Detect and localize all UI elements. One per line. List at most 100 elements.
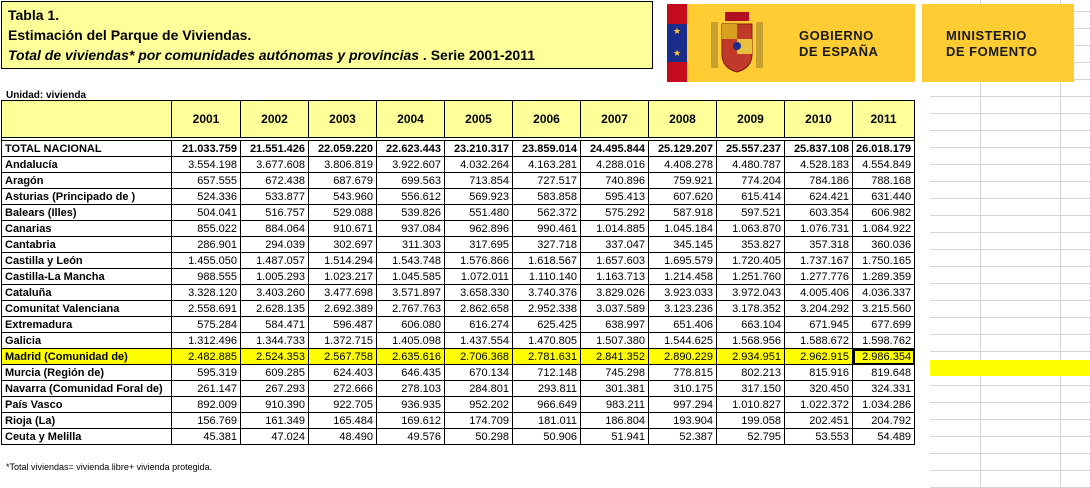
value-cell[interactable]: 2.841.352 (580, 348, 649, 365)
value-cell[interactable]: 670.134 (444, 364, 513, 381)
value-cell[interactable]: 892.009 (171, 396, 241, 413)
value-cell[interactable]: 962.896 (444, 220, 513, 237)
value-cell[interactable]: 2.524.353 (240, 348, 309, 365)
region-name-cell[interactable]: Murcia (Región de) (1, 364, 172, 381)
value-cell[interactable]: 302.697 (308, 236, 377, 253)
region-name-cell[interactable]: Castilla-La Mancha (1, 268, 172, 285)
value-cell[interactable]: 327.718 (512, 236, 581, 253)
value-cell[interactable]: 524.336 (171, 188, 241, 205)
value-cell[interactable]: 624.421 (784, 188, 853, 205)
value-cell[interactable]: 3.123.236 (648, 300, 717, 317)
value-cell[interactable]: 910.390 (240, 396, 309, 413)
region-name-cell[interactable]: Extremadura (1, 316, 172, 333)
value-cell[interactable]: 301.381 (580, 380, 649, 397)
value-cell[interactable]: 595.413 (580, 188, 649, 205)
value-cell[interactable]: 22.059.220 (308, 140, 377, 157)
value-cell[interactable]: 4.554.849 (851, 156, 916, 173)
value-cell[interactable]: 671.945 (784, 316, 853, 333)
value-cell[interactable]: 2.890.229 (648, 348, 717, 365)
year-header[interactable]: 2005 (444, 100, 513, 138)
value-cell[interactable]: 1.023.217 (308, 268, 377, 285)
value-cell[interactable]: 1.277.776 (784, 268, 853, 285)
value-cell[interactable]: 936.935 (376, 396, 445, 413)
value-cell[interactable]: 551.480 (444, 204, 513, 221)
value-cell[interactable]: 3.403.260 (240, 284, 309, 301)
value-cell[interactable]: 24.495.844 (580, 140, 649, 157)
value-cell[interactable]: 3.922.607 (376, 156, 445, 173)
value-cell[interactable]: 1.720.405 (716, 252, 785, 269)
region-name-cell[interactable]: Galicia (1, 332, 172, 349)
value-cell[interactable]: 745.298 (580, 364, 649, 381)
value-cell[interactable]: 1.312.496 (171, 332, 241, 349)
value-cell[interactable]: 2.862.658 (444, 300, 513, 317)
value-cell[interactable]: 712.148 (512, 364, 581, 381)
value-cell[interactable]: 587.918 (648, 204, 717, 221)
value-cell[interactable]: 23.210.317 (444, 140, 513, 157)
value-cell[interactable]: 778.815 (648, 364, 717, 381)
value-cell[interactable]: 575.284 (171, 316, 241, 333)
year-header[interactable]: 2010 (784, 100, 853, 138)
value-cell[interactable]: 2.962.915 (784, 348, 853, 365)
region-name-cell[interactable]: Canarias (1, 220, 172, 237)
value-cell[interactable]: 606.080 (376, 316, 445, 333)
value-cell[interactable]: 294.039 (240, 236, 309, 253)
value-cell[interactable]: 575.292 (580, 204, 649, 221)
value-cell[interactable]: 759.921 (648, 172, 717, 189)
value-cell[interactable]: 1.251.760 (716, 268, 785, 285)
value-cell[interactable]: 3.923.033 (648, 284, 717, 301)
value-cell[interactable]: 910.671 (308, 220, 377, 237)
value-cell[interactable]: 2.628.135 (240, 300, 309, 317)
value-cell[interactable]: 2.781.631 (512, 348, 581, 365)
value-cell[interactable]: 3.328.120 (171, 284, 241, 301)
value-cell[interactable]: 631.440 (851, 188, 916, 205)
value-cell[interactable]: 4.036.337 (851, 284, 916, 301)
value-cell[interactable]: 657.555 (171, 172, 241, 189)
value-cell[interactable]: 50.906 (512, 428, 581, 445)
value-cell[interactable]: 884.064 (240, 220, 309, 237)
value-cell[interactable]: 53.553 (784, 428, 853, 445)
value-cell[interactable]: 504.041 (171, 204, 241, 221)
value-cell[interactable]: 186.804 (580, 412, 649, 429)
region-name-cell[interactable]: Cataluña (1, 284, 172, 301)
value-cell[interactable]: 774.204 (716, 172, 785, 189)
value-cell[interactable]: 293.811 (512, 380, 581, 397)
value-cell[interactable]: 516.757 (240, 204, 309, 221)
value-cell[interactable]: 21.551.426 (240, 140, 309, 157)
value-cell[interactable]: 4.288.016 (580, 156, 649, 173)
value-cell[interactable]: 1.437.554 (444, 332, 513, 349)
value-cell[interactable]: 569.923 (444, 188, 513, 205)
value-cell[interactable]: 161.349 (240, 412, 309, 429)
value-cell[interactable]: 815.916 (784, 364, 853, 381)
value-cell[interactable]: 1.014.885 (580, 220, 649, 237)
value-cell[interactable]: 1.487.057 (240, 252, 309, 269)
value-cell[interactable]: 1.163.713 (580, 268, 649, 285)
value-cell[interactable]: 2.934.951 (716, 348, 785, 365)
value-cell[interactable]: 1.084.922 (851, 220, 916, 237)
value-cell[interactable]: 1.543.748 (376, 252, 445, 269)
value-cell[interactable]: 966.649 (512, 396, 581, 413)
value-cell[interactable]: 25.129.207 (648, 140, 717, 157)
value-cell[interactable]: 1.063.870 (716, 220, 785, 237)
region-name-cell[interactable]: Castilla y León (1, 252, 172, 269)
value-cell[interactable]: 51.941 (580, 428, 649, 445)
value-cell[interactable]: 2.952.338 (512, 300, 581, 317)
value-cell[interactable]: 4.528.183 (784, 156, 853, 173)
year-header[interactable]: 2006 (512, 100, 581, 138)
value-cell[interactable]: 2.767.763 (376, 300, 445, 317)
value-cell[interactable]: 646.435 (376, 364, 445, 381)
value-cell[interactable]: 50.298 (444, 428, 513, 445)
value-cell[interactable]: 603.354 (784, 204, 853, 221)
region-name-cell[interactable]: Andalucía (1, 156, 172, 173)
value-cell[interactable]: 4.032.264 (444, 156, 513, 173)
value-cell[interactable]: 1.405.098 (376, 332, 445, 349)
year-header[interactable]: 2002 (240, 100, 309, 138)
value-cell[interactable]: 607.620 (648, 188, 717, 205)
year-header[interactable]: 2004 (376, 100, 445, 138)
value-cell[interactable]: 181.011 (512, 412, 581, 429)
value-cell[interactable]: 52.795 (716, 428, 785, 445)
value-cell[interactable]: 1.034.286 (851, 396, 916, 413)
value-cell[interactable]: 286.901 (171, 236, 241, 253)
value-cell[interactable]: 3.740.376 (512, 284, 581, 301)
value-cell[interactable]: 562.372 (512, 204, 581, 221)
value-cell[interactable]: 1.598.762 (851, 332, 916, 349)
